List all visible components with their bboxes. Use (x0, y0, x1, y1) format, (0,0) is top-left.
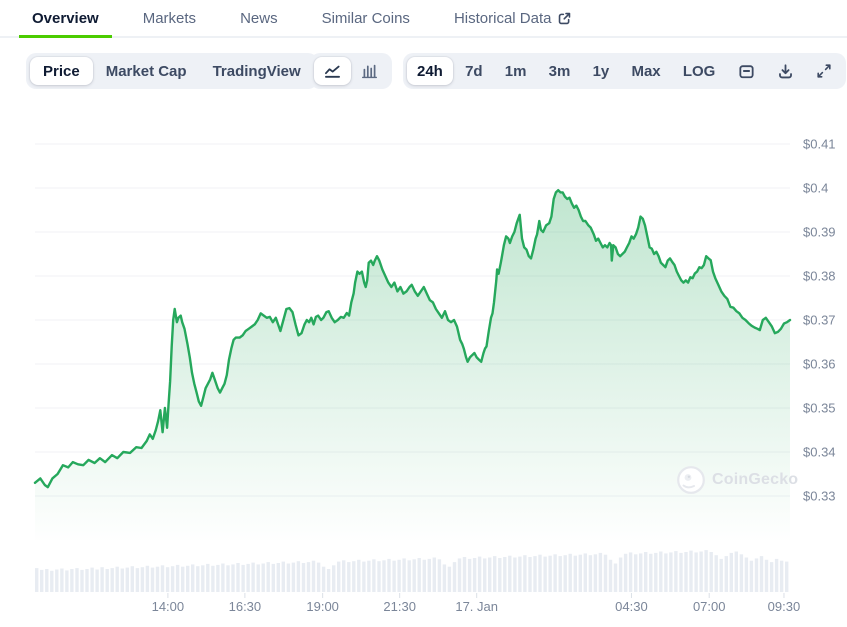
x-axis-tick-label: 04:30 (615, 599, 648, 614)
y-axis-tick-label: $0.35 (803, 401, 836, 416)
range-button-7d[interactable]: 7d (455, 57, 493, 85)
external-link-icon (557, 11, 572, 26)
download-icon (777, 63, 794, 80)
tab-similar-coins[interactable]: Similar Coins (309, 0, 423, 36)
chart-toolbar: Price Market Cap TradingView 24h 7d 1m 3m 1y Ma… (0, 53, 847, 89)
calendar-icon (738, 63, 755, 80)
metric-button-price[interactable]: Price (30, 57, 93, 85)
range-button-label: 1y (592, 62, 610, 80)
price-line (33, 189, 792, 489)
range-button-label: 1m (504, 62, 527, 80)
range-button-1y[interactable]: 1y (583, 57, 620, 85)
bar-chart-icon (361, 63, 378, 80)
range-button-3m[interactable]: 3m (539, 57, 581, 85)
metric-toggle-group: Price Market Cap TradingView (26, 53, 318, 89)
y-axis-tick-label: $0.39 (803, 225, 836, 240)
range-button-log[interactable]: LOG (673, 57, 726, 85)
tab-label: Similar Coins (321, 9, 410, 27)
y-axis-tick-label: $0.37 (803, 313, 836, 328)
x-axis-tick-label: 09:30 (768, 599, 801, 614)
range-button-label: LOG (682, 62, 716, 80)
y-axis-tick-label: $0.41 (803, 137, 836, 152)
range-button-24h[interactable]: 24h (407, 57, 453, 85)
tab-historical-data[interactable]: Historical Data (441, 0, 586, 36)
expand-icon (816, 63, 832, 79)
tab-label: News (240, 9, 278, 27)
x-axis-tick-label: 21:30 (383, 599, 416, 614)
tab-overview[interactable]: Overview (19, 0, 112, 38)
x-axis-tick-label: 17. Jan (455, 599, 498, 614)
bar-chart-button[interactable] (351, 57, 388, 85)
y-axis-tick-label: $0.34 (803, 445, 836, 460)
calendar-button[interactable] (728, 57, 765, 85)
x-axis-tick-label: 07:00 (693, 599, 726, 614)
y-axis-tick-label: $0.4 (803, 181, 828, 196)
expand-button[interactable] (806, 57, 842, 85)
line-chart-icon (324, 63, 341, 80)
y-axis-labels: $0.41 $0.4 $0.39 $0.38 $0.37 $0.36 $0.35 $0.34 $… (803, 137, 836, 504)
range-button-1m[interactable]: 1m (495, 57, 537, 85)
x-axis-tick-label: 14:00 (152, 599, 185, 614)
download-button[interactable] (767, 57, 804, 85)
tab-label: Historical Data (453, 9, 552, 27)
x-axis-tick-label: 19:00 (306, 599, 339, 614)
price-area-fill (35, 190, 790, 540)
metric-button-market-cap[interactable]: Market Cap (93, 57, 200, 85)
y-axis-tick-label: $0.33 (803, 489, 836, 504)
metric-button-label: Price (43, 62, 80, 80)
metric-button-label: TradingView (212, 62, 301, 80)
range-button-label: 24h (417, 62, 443, 80)
x-axis: 14:00 16:30 19:00 21:30 17. Jan 04:30 07:00 09:… (152, 593, 801, 614)
range-button-label: Max (631, 62, 661, 80)
tab-news[interactable]: News (227, 0, 291, 36)
metric-button-tradingview[interactable]: TradingView (200, 57, 314, 85)
page-tabs: Overview Markets News Similar Coins Historic… (0, 0, 847, 38)
tab-label: Markets (142, 9, 197, 27)
tab-markets[interactable]: Markets (130, 0, 209, 36)
tab-label: Overview (32, 9, 99, 27)
range-button-max[interactable]: Max (621, 57, 670, 85)
metric-button-label: Market Cap (105, 62, 187, 80)
y-axis-tick-label: $0.36 (803, 357, 836, 372)
line-chart-button[interactable] (314, 57, 351, 85)
chart-type-toggle-group (310, 53, 392, 89)
range-button-label: 3m (548, 62, 571, 80)
y-axis-tick-label: $0.38 (803, 269, 836, 284)
time-range-group: 24h 7d 1m 3m 1y Max LOG (403, 53, 846, 89)
volume-bars (35, 550, 789, 592)
range-button-label: 7d (465, 62, 483, 80)
x-axis-tick-label: 16:30 (229, 599, 262, 614)
